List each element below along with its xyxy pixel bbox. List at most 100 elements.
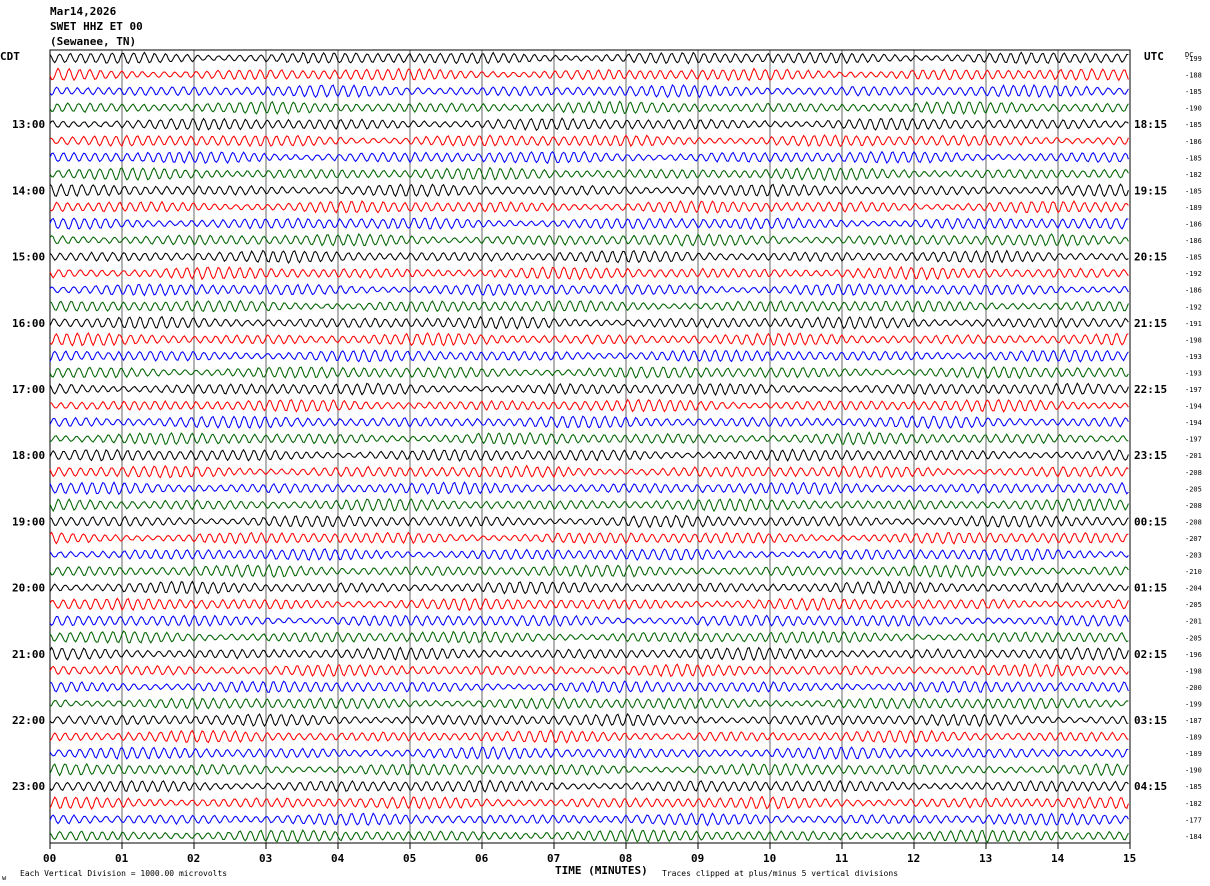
dc-offset-value: -208 (1185, 502, 1202, 510)
trace-line (49, 746, 1129, 761)
trace-line (49, 67, 1129, 82)
dc-offset-value: -185 (1185, 88, 1202, 96)
trace-line (49, 680, 1129, 694)
x-tick-label: 04 (331, 852, 345, 865)
dc-offset-value: -189 (1185, 750, 1202, 758)
x-axis-ticks: 00 01 02 03 04 05 06 07 08 09 10 11 12 13 14 15 (43, 843, 1136, 865)
dc-offset-value: -192 (1185, 270, 1202, 278)
trace-line (49, 828, 1129, 843)
x-tick-label: 14 (1051, 852, 1065, 865)
x-tick-label: 10 (763, 852, 776, 865)
trace-line (49, 265, 1129, 281)
trace-line (49, 762, 1129, 777)
x-tick-label: 09 (691, 852, 704, 865)
trace-line (49, 166, 1129, 182)
minute-gridlines (121, 50, 1059, 843)
left-time-label: 23:00 (12, 780, 45, 793)
dc-offset-value: -189 (1185, 734, 1202, 742)
logo-mark: w (2, 874, 7, 882)
right-time-label: 20:15 (1134, 251, 1167, 264)
dc-offset-value: -177 (1185, 816, 1202, 824)
dc-offset-value: -201 (1185, 452, 1202, 460)
trace-line (49, 580, 1129, 595)
dc-offset-value: -205 (1185, 634, 1202, 642)
trace-line (49, 812, 1129, 827)
left-time-label: 19:00 (12, 515, 45, 528)
trace-line (49, 712, 1129, 728)
dc-offset-value: -193 (1185, 353, 1202, 361)
trace-line (49, 183, 1129, 198)
dc-offset-value: -208 (1185, 518, 1202, 526)
trace-line (49, 117, 1129, 132)
trace-line (49, 497, 1129, 513)
right-time-label: 19:15 (1134, 184, 1167, 197)
trace-line (49, 696, 1129, 710)
right-time-label: 02:15 (1134, 648, 1167, 661)
trace-line (49, 232, 1129, 247)
left-time-label: 22:00 (12, 714, 45, 727)
dc-offset-value: -196 (1185, 651, 1202, 659)
dc-offset-value: -208 (1185, 469, 1202, 477)
left-timezone-label: CDT (0, 50, 20, 63)
trace-line (49, 563, 1129, 579)
left-time-label: 13:00 (12, 118, 45, 131)
left-time-labels: 13:00 14:00 15:00 16:00 17:00 18:00 19:00 20:00… (12, 118, 45, 793)
trace-line (49, 795, 1129, 810)
dc-offset-value: -182 (1185, 171, 1202, 179)
dc-offset-value: -192 (1185, 303, 1202, 311)
trace-line (49, 299, 1129, 313)
trace-line (49, 779, 1129, 793)
dc-offset-value: -210 (1185, 568, 1202, 576)
x-tick-label: 06 (475, 852, 489, 865)
dc-offset-labels: -199 -188 -185 -190 -185 -186 -185 -182 -185 -189… (1185, 55, 1202, 841)
dc-offset-value: -187 (1185, 717, 1202, 725)
right-time-label: 03:15 (1134, 714, 1167, 727)
right-time-label: 01:15 (1134, 582, 1167, 595)
dc-offset-value: -190 (1185, 767, 1202, 775)
dc-offset-value: -194 (1185, 403, 1202, 411)
x-tick-label: 02 (187, 852, 200, 865)
left-time-label: 15:00 (12, 251, 45, 264)
dc-offset-value: -200 (1185, 684, 1202, 692)
dc-offset-value: -185 (1185, 154, 1202, 162)
dc-offset-value: -203 (1185, 552, 1202, 560)
dc-offset-value: -205 (1185, 601, 1202, 609)
dc-offset-value: -201 (1185, 618, 1202, 626)
trace-line (49, 282, 1129, 297)
trace-line (49, 398, 1129, 413)
right-time-labels: 18:15 19:15 20:15 21:15 22:15 23:15 00:15 01:15… (1134, 118, 1167, 793)
trace-line (49, 366, 1129, 380)
x-tick-label: 05 (403, 852, 416, 865)
trace-line (49, 729, 1129, 744)
dc-offset-value: -184 (1185, 833, 1202, 841)
right-time-label: 21:15 (1134, 317, 1167, 330)
trace-line (49, 100, 1129, 115)
dc-offset-value: -204 (1185, 585, 1202, 593)
x-tick-label: 07 (547, 852, 560, 865)
dc-offset-value: -189 (1185, 204, 1202, 212)
dc-offset-value: -185 (1185, 187, 1202, 195)
header-date: Mar14,2026 (50, 5, 117, 18)
right-timezone-label: UTC (1144, 50, 1164, 63)
trace-line (49, 51, 1129, 65)
trace-line (49, 382, 1129, 396)
x-tick-label: 03 (259, 852, 272, 865)
trace-line (49, 431, 1129, 446)
clip-note: Traces clipped at plus/minus 5 vertical … (662, 869, 898, 878)
x-axis-title: TIME (MINUTES) (555, 864, 648, 877)
dc-offset-value: -186 (1185, 237, 1202, 245)
dc-offset-value: -207 (1185, 535, 1202, 543)
trace-line (49, 448, 1129, 462)
right-time-label: 04:15 (1134, 780, 1167, 793)
trace-line (49, 662, 1129, 678)
scale-note: Each Vertical Division = 1000.00 microvo… (20, 869, 227, 878)
dc-offset-value: -182 (1185, 800, 1202, 808)
seismic-traces (49, 51, 1129, 843)
left-time-label: 16:00 (12, 317, 45, 330)
right-time-label: 22:15 (1134, 383, 1167, 396)
trace-line (49, 216, 1129, 230)
x-tick-label: 00 (43, 852, 56, 865)
dc-offset-value: -186 (1185, 138, 1202, 146)
trace-line (49, 331, 1129, 347)
